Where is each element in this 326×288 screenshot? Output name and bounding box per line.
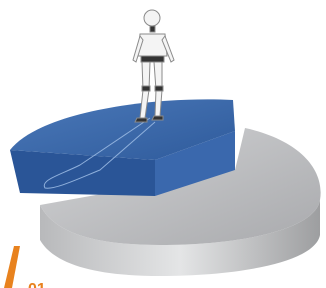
illustration: 01 <box>0 0 326 288</box>
caption-number: 01 <box>28 281 46 288</box>
page: {"caption": {"number": "01"}} <box>0 0 326 288</box>
orange-slash <box>4 246 20 288</box>
